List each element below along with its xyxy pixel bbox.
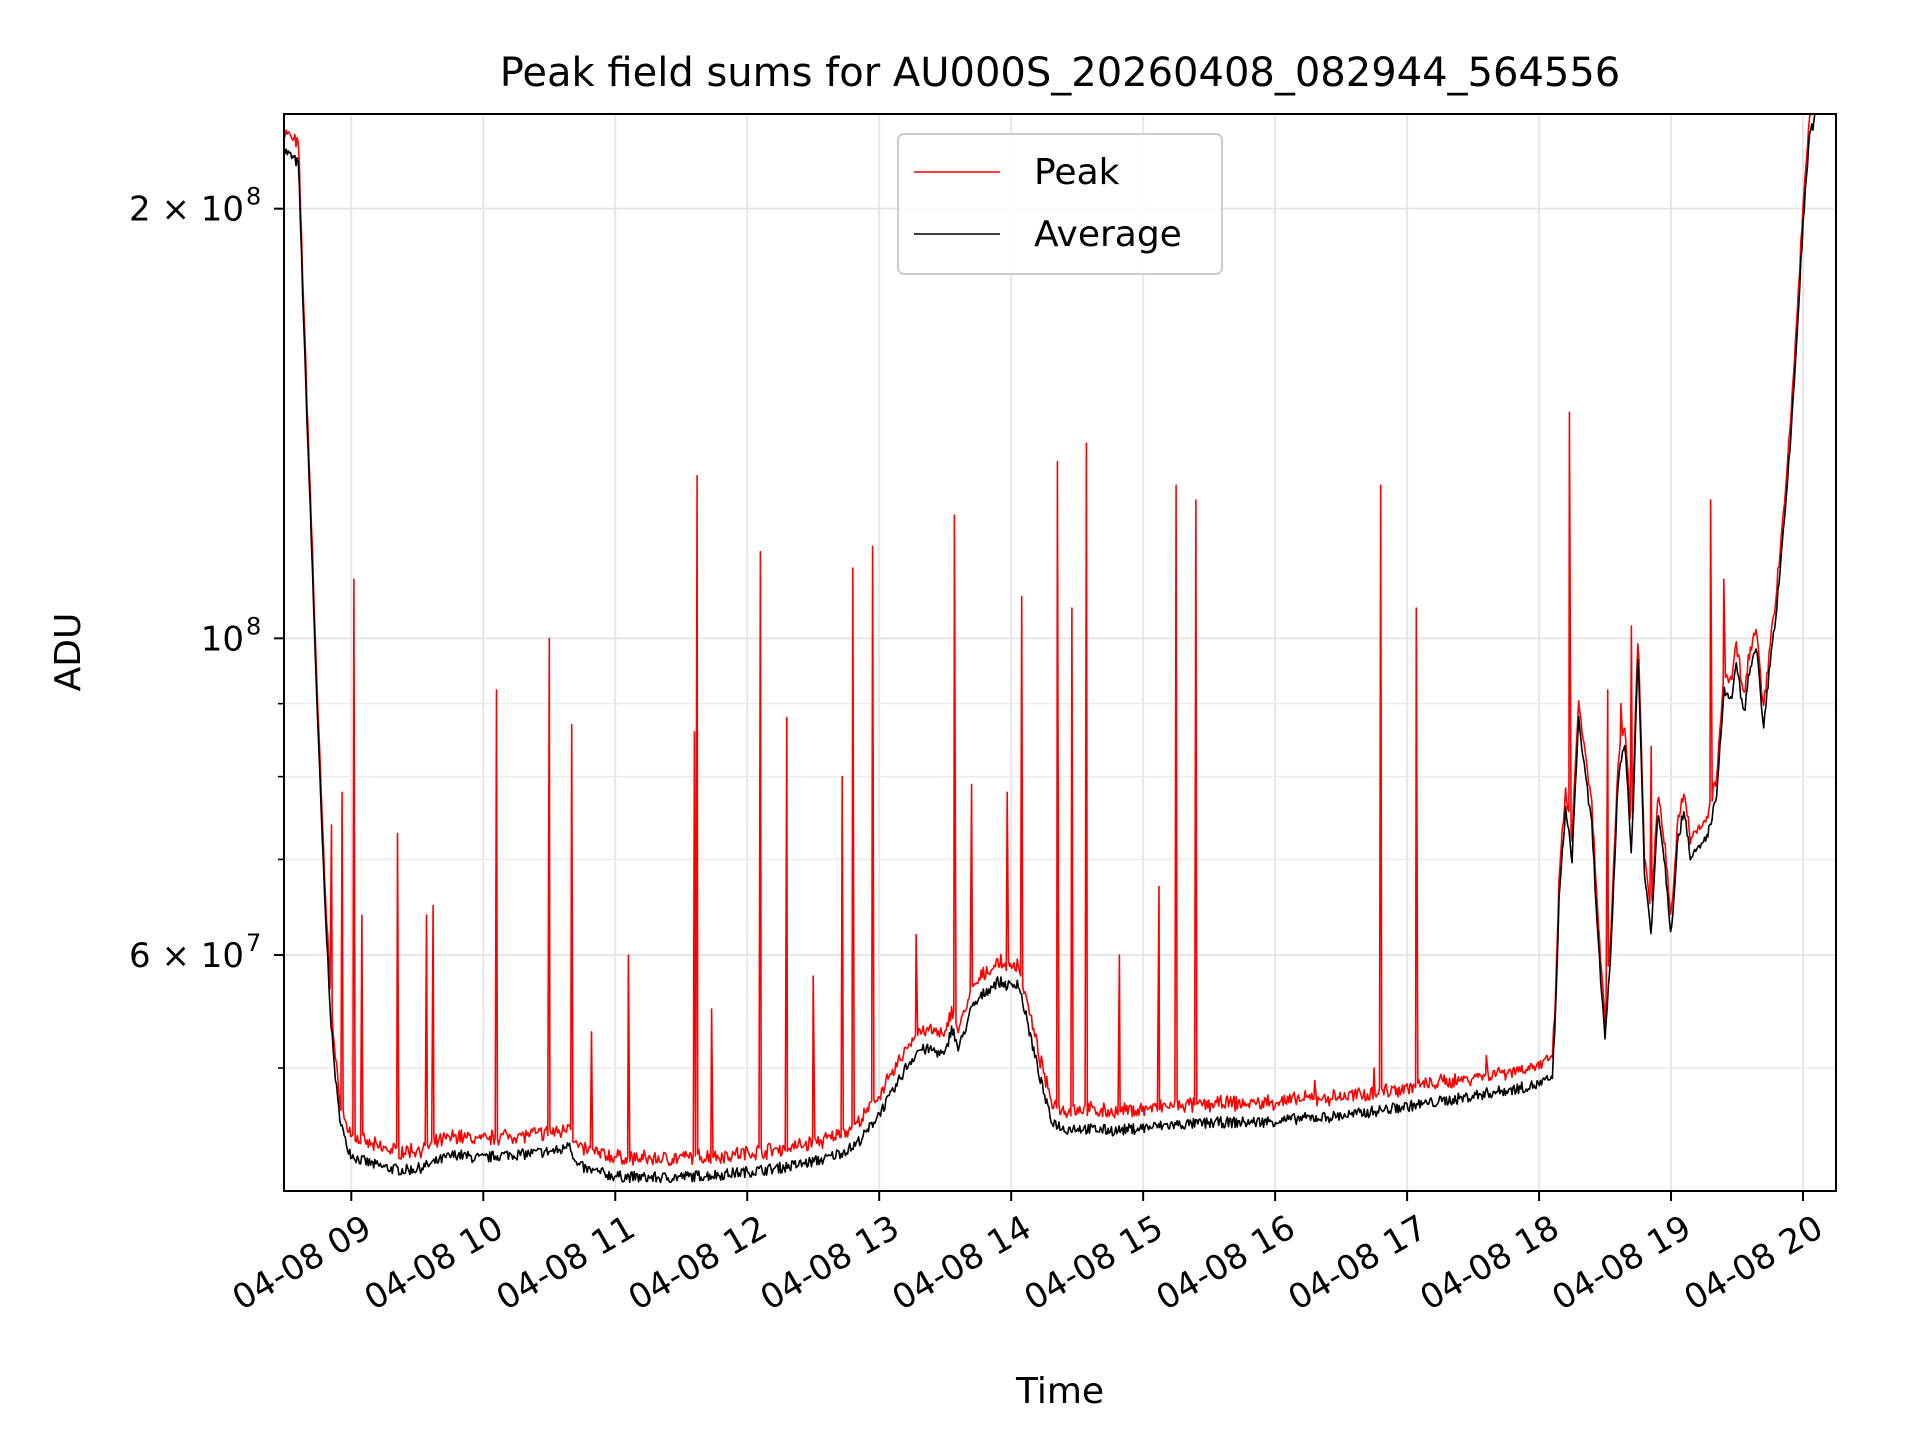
y-tick-label: 10 xyxy=(201,619,244,659)
plot-frame xyxy=(283,113,1837,1192)
y-tick-exponent: 8 xyxy=(246,612,261,640)
x-axis-label: Time xyxy=(1015,1371,1104,1412)
y-axis: 6 × 10 710 82 × 10 8 xyxy=(129,183,284,1069)
legend-label-peak: Peak xyxy=(1034,152,1120,193)
y-tick-label: 6 × 10 xyxy=(129,936,244,976)
series-layer xyxy=(284,114,1816,1184)
legend-label-average: Average xyxy=(1034,214,1182,255)
y-axis-label: ADU xyxy=(48,613,89,692)
series-line-peak xyxy=(284,114,1812,1167)
legend: Peak Average xyxy=(897,133,1223,275)
series-line-average xyxy=(284,114,1816,1184)
y-tick-exponent: 7 xyxy=(246,929,261,957)
y-tick-label: 2 × 10 xyxy=(129,190,244,230)
y-tick-exponent: 8 xyxy=(246,183,261,211)
chart-title: Peak field sums for AU000S_20260408_0829… xyxy=(500,50,1621,96)
legend-box xyxy=(897,133,1223,275)
